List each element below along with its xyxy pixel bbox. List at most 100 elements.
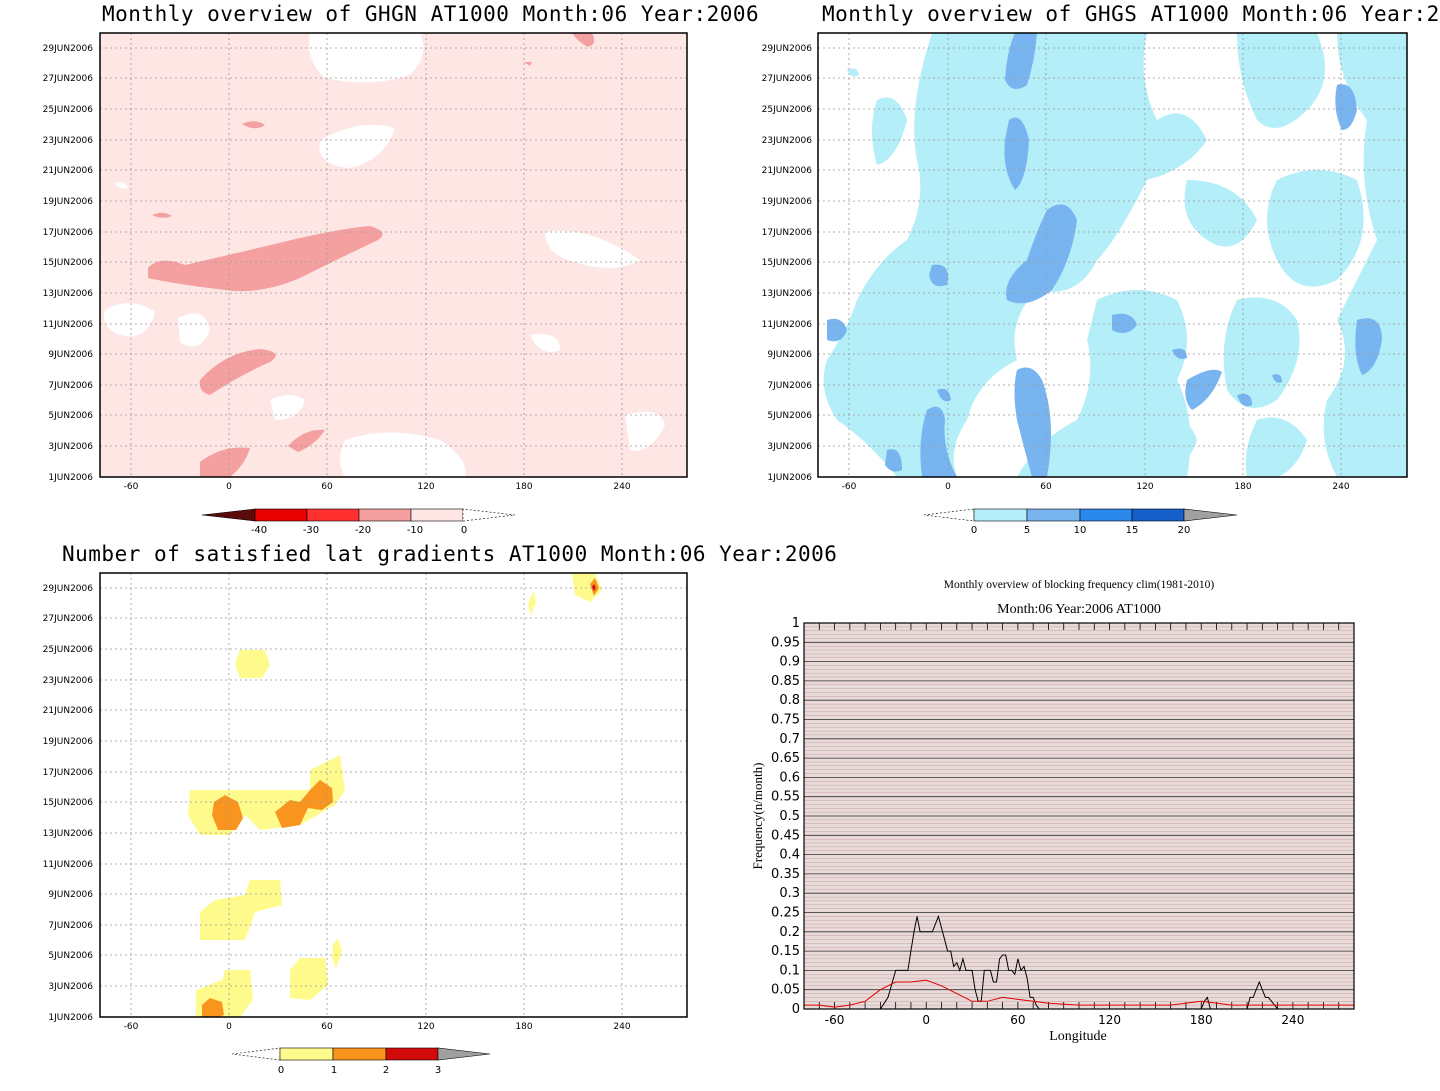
date-label: 11JUN2006 bbox=[43, 320, 94, 330]
date-label: 25JUN2006 bbox=[43, 105, 94, 115]
colorbar-label: 3 bbox=[435, 1065, 441, 1076]
colorbar-label: 1 bbox=[331, 1065, 337, 1076]
series-line bbox=[804, 979, 1354, 1008]
colorbar-label: -30 bbox=[303, 525, 319, 536]
y-tick-label: 0.45 bbox=[771, 828, 800, 843]
lon-tick: 180 bbox=[1234, 482, 1251, 492]
satisfied-lon-labels: -60 0 60 120 180 240 bbox=[124, 1022, 631, 1032]
date-label: 19JUN2006 bbox=[43, 737, 94, 747]
satisfied-title: Number of satisfied lat gradients AT1000… bbox=[62, 542, 838, 566]
date-label: 27JUN2006 bbox=[43, 614, 94, 624]
colorbar-label: 0 bbox=[461, 525, 467, 536]
date-label: 23JUN2006 bbox=[762, 136, 813, 146]
colorbar-label: 5 bbox=[1024, 525, 1030, 536]
plot-frame bbox=[803, 622, 1355, 1010]
lon-tick: 180 bbox=[515, 1022, 532, 1032]
lon-tick: 0 bbox=[226, 482, 232, 492]
lon-tick: 60 bbox=[1040, 482, 1052, 492]
date-label: 13JUN2006 bbox=[43, 289, 94, 299]
ghgs-grid bbox=[818, 33, 1407, 477]
date-label: 3JUN2006 bbox=[48, 442, 93, 452]
date-label: 11JUN2006 bbox=[43, 860, 94, 870]
date-label: 29JUN2006 bbox=[762, 44, 813, 54]
satisfied-grid bbox=[100, 573, 687, 1017]
x-tick-label: 60 bbox=[1010, 1013, 1025, 1027]
date-label: 5JUN2006 bbox=[48, 411, 93, 421]
satisfied-map: 29JUN2006 27JUN2006 25JUN2006 23JUN2006 … bbox=[43, 572, 688, 1076]
date-label: 1JUN2006 bbox=[48, 473, 93, 483]
date-label: 7JUN2006 bbox=[48, 381, 93, 391]
date-label: 11JUN2006 bbox=[762, 320, 813, 330]
y-tick-label: 0.4 bbox=[779, 848, 800, 863]
date-label: 19JUN2006 bbox=[762, 197, 813, 207]
lon-tick: 240 bbox=[613, 482, 630, 492]
lon-tick: -60 bbox=[124, 1022, 139, 1032]
date-label: 9JUN2006 bbox=[48, 890, 93, 900]
frequency-plot-area: 0 0.05 0.1 0.15 0.2 0.25 0.3 0.35 0.4 0.45 0.5 0.55… bbox=[771, 616, 1355, 1027]
date-label: 21JUN2006 bbox=[43, 706, 94, 716]
date-label: 23JUN2006 bbox=[43, 136, 94, 146]
date-label: 5JUN2006 bbox=[767, 411, 812, 421]
lon-tick: 240 bbox=[613, 1022, 630, 1032]
y-tick-label: 0.9 bbox=[779, 655, 800, 670]
lon-tick: 0 bbox=[945, 482, 951, 492]
date-label: 7JUN2006 bbox=[48, 921, 93, 931]
ghgs-blue-patches bbox=[827, 33, 1382, 477]
date-label: 1JUN2006 bbox=[48, 1013, 93, 1023]
y-tick-label: 1 bbox=[792, 616, 800, 631]
date-label: 19JUN2006 bbox=[43, 197, 94, 207]
lon-tick: 120 bbox=[1136, 482, 1153, 492]
lon-tick: 180 bbox=[515, 482, 532, 492]
x-tick-label: 0 bbox=[922, 1013, 930, 1027]
ghgs-map: 29JUN2006 27JUN2006 25JUN2006 23JUN2006 … bbox=[762, 32, 1408, 536]
x-tick-label: -60 bbox=[825, 1013, 845, 1027]
colorbar-label: 0 bbox=[971, 525, 977, 536]
satisfied-orange-patches bbox=[202, 578, 599, 1017]
date-label: 9JUN2006 bbox=[767, 350, 812, 360]
y-tick-label: 0.3 bbox=[779, 886, 800, 901]
date-label: 15JUN2006 bbox=[43, 798, 94, 808]
y-tick-label: 0.05 bbox=[771, 983, 800, 998]
date-label: 13JUN2006 bbox=[762, 289, 813, 299]
y-tick-label: 0.8 bbox=[779, 693, 800, 708]
colorbar-label: -40 bbox=[251, 525, 267, 536]
date-label: 21JUN2006 bbox=[43, 166, 94, 176]
frequency-panel: Monthly overview of blocking frequency c… bbox=[730, 560, 1440, 1091]
date-label: 29JUN2006 bbox=[43, 584, 94, 594]
lon-tick: -60 bbox=[842, 482, 857, 492]
ghgs-light-cyan-patches bbox=[823, 33, 1407, 477]
y-tick-label: 0.6 bbox=[779, 770, 800, 785]
colorbar-label: 0 bbox=[278, 1065, 284, 1076]
date-label: 29JUN2006 bbox=[43, 44, 94, 54]
lon-tick: 60 bbox=[321, 1022, 333, 1032]
satisfied-colorbar: 0 1 2 3 bbox=[231, 1047, 491, 1076]
ghgn-map: 29JUN2006 27JUN2006 25JUN2006 23JUN2006 … bbox=[43, 32, 688, 536]
lon-tick: 240 bbox=[1332, 482, 1349, 492]
frequency-ylabel: Frequency(n/month) bbox=[750, 763, 765, 870]
ghgs-frame bbox=[817, 32, 1408, 478]
date-label: 23JUN2006 bbox=[43, 676, 94, 686]
date-label: 15JUN2006 bbox=[762, 258, 813, 268]
satisfied-red-patches bbox=[592, 584, 596, 591]
y-tick-label: 0.35 bbox=[771, 867, 800, 882]
y-tick-label: 0.55 bbox=[771, 790, 800, 805]
ghgn-title: Monthly overview of GHGN AT1000 Month:06… bbox=[102, 2, 760, 26]
colorbar-label: 20 bbox=[1178, 525, 1191, 536]
ghgn-lon-labels: -60 0 60 120 180 240 bbox=[124, 482, 631, 492]
date-label: 3JUN2006 bbox=[767, 442, 812, 452]
frequency-title: Monthly overview of blocking frequency c… bbox=[944, 579, 1215, 591]
lon-tick: 0 bbox=[226, 1022, 232, 1032]
date-label: 7JUN2006 bbox=[767, 381, 812, 391]
date-label: 15JUN2006 bbox=[43, 258, 94, 268]
ghgs-colorbar: 0 5 10 15 20 bbox=[923, 508, 1238, 536]
ghgn-frame bbox=[99, 32, 688, 478]
y-tick-label: 0.85 bbox=[771, 674, 800, 689]
colorbar-label: 10 bbox=[1074, 525, 1087, 536]
ghgs-title: Monthly overview of GHGS AT1000 Month:06… bbox=[822, 2, 1440, 26]
date-label: 27JUN2006 bbox=[43, 74, 94, 84]
colorbar-label: 2 bbox=[383, 1065, 389, 1076]
date-label: 17JUN2006 bbox=[43, 768, 94, 778]
colorbar-label: 15 bbox=[1126, 525, 1139, 536]
frequency-xlabel: Longitude bbox=[1049, 1029, 1107, 1044]
ghgn-grid bbox=[100, 33, 687, 477]
